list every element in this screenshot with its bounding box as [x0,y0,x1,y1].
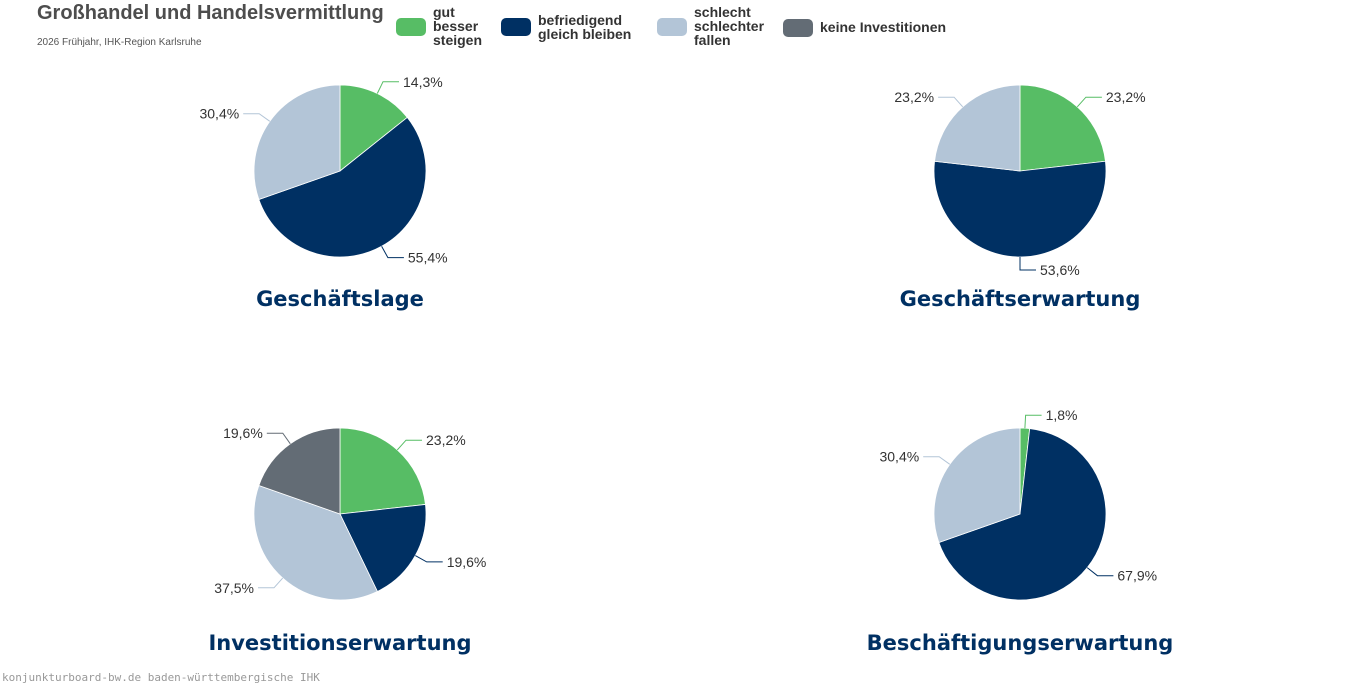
leader-line-neutral [415,555,443,563]
leader-line-negative [938,96,964,108]
data-label-neutral: 53,6% [1040,262,1080,278]
pie-investitionserwartung: 23,2% 19,6% 37,5% 19,6% Investitionserwartun… [208,425,486,655]
leader-line-no-investment [266,432,291,445]
data-label-negative: 30,4% [199,106,239,122]
pie-slice-neutral[interactable] [339,503,427,592]
pie-slice-no-investment[interactable] [258,427,341,515]
chart-subtitle: 2026 Frühjahr, IHK-Region Karlsruhe [37,37,202,48]
pie-slice-positive[interactable] [339,427,426,515]
data-label-negative: 30,4% [879,449,919,465]
pie-slice-negative[interactable] [934,84,1021,172]
leader-line-neutral [1086,567,1114,577]
leader-line-negative [258,577,284,589]
pie-geschaeftslage: 14,3% 55,4% 30,4% Geschäftslage [199,74,447,311]
pie-slice-negative[interactable] [253,84,341,200]
leader-line-negative [923,456,951,465]
pie-title-geschaeftslage: Geschäftslage [256,287,424,311]
data-label-neutral: 55,4% [408,250,448,266]
pie-slice-negative[interactable] [253,484,378,601]
legend-swatch-positive [396,18,426,36]
leader-line-positive [396,439,422,451]
data-label-neutral: 67,9% [1117,568,1157,584]
leader-line-positive [1076,96,1102,108]
pie-slice-neutral[interactable] [933,160,1107,258]
pie-slice-positive[interactable] [1019,84,1106,172]
leader-line-neutral [1019,257,1036,271]
data-label-negative: 23,2% [894,89,934,105]
legend-label-no-investment: keine Investitionen [820,19,947,35]
leader-line-neutral [381,246,404,259]
legend-label-negative: schlecht schlechter fallen [694,4,765,48]
leader-line-positive [376,81,399,94]
legend-swatch-no-investment [783,19,813,37]
data-label-no-investment: 19,6% [223,425,263,441]
leader-line-positive [1024,414,1042,429]
chart-title: Großhandel und Handelsvermittlung [37,2,384,24]
pie-beschaeftigungserwartung: 1,8% 67,9% 30,4% Beschäftigungserwartung [867,407,1174,655]
data-label-negative: 37,5% [214,580,254,596]
data-label-positive: 1,8% [1046,407,1078,423]
pie-title-beschaeftigungserwartung: Beschäftigungserwartung [867,631,1174,655]
pie-title-investitionserwartung: Investitionserwartung [208,631,471,655]
legend-label-neutral: befriedigend gleich bleiben [538,12,632,42]
legend-swatch-negative [657,18,687,36]
data-label-positive: 23,2% [426,432,466,448]
footer-source: konjunkturboard-bw.de baden-württembergi… [2,671,320,684]
leader-line-negative [243,113,271,122]
legend-swatch-neutral [501,18,531,36]
data-label-neutral: 19,6% [447,554,487,570]
pie-geschaeftserwartung: 23,2% 53,6% 23,2% Geschäftserwartung [894,84,1146,311]
data-label-positive: 23,2% [1106,89,1146,105]
pie-slice-neutral[interactable] [258,116,427,258]
pie-slice-positive[interactable] [339,84,408,172]
legend-label-positive: gut besser steigen [433,4,483,48]
data-label-positive: 14,3% [403,74,443,90]
pie-title-geschaeftserwartung: Geschäftserwartung [900,287,1141,311]
pie-slice-negative[interactable] [933,427,1021,543]
